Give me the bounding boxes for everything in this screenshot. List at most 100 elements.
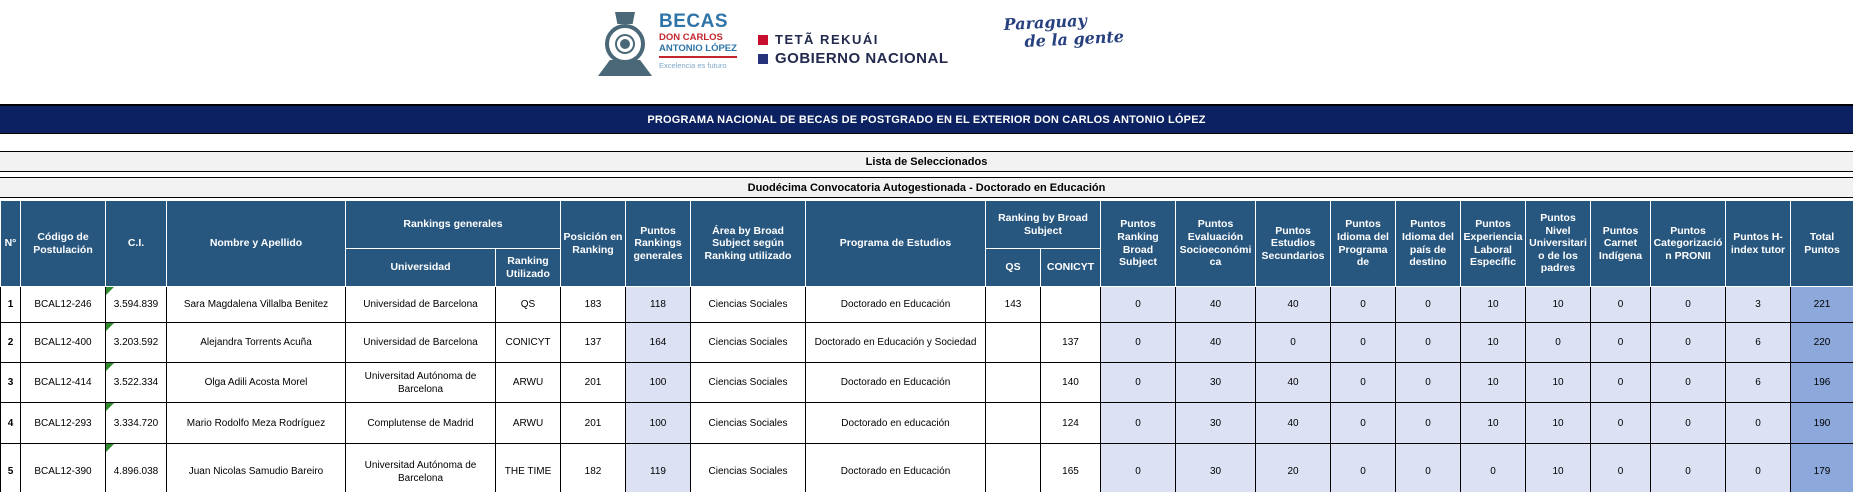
codigo-cell: BCAL12-293 <box>20 402 106 444</box>
puntos-cell: 0 <box>1330 443 1396 492</box>
col-header-programa: Programa de Estudios <box>805 200 986 287</box>
col-header-puntos-socio: Puntos Evaluación Socioeconómica <box>1175 200 1256 287</box>
total-puntos-cell: 179 <box>1790 443 1853 492</box>
train-chimney-shape <box>615 12 635 24</box>
table-row: 4 BCAL12-293 3.334.720 Mario Rodolfo Meza R… <box>0 402 1853 444</box>
total-puntos-cell: 190 <box>1790 402 1853 444</box>
row-number-cell: 3 <box>0 362 21 403</box>
train-icon <box>598 12 652 78</box>
area-cell: Ciencias Sociales <box>690 286 806 323</box>
puntos-cell: 0 <box>1330 286 1396 323</box>
puntos-cell: 0 <box>1330 322 1396 363</box>
puntos-rankings-cell: 164 <box>625 322 691 363</box>
ci-cell: 4.896.038 <box>105 443 167 492</box>
nombre-cell: Olga Adili Acosta Morel <box>166 362 346 403</box>
col-header-posicion: Posición en Ranking <box>560 200 626 287</box>
puntos-cell: 0 <box>1525 322 1591 363</box>
conicyt-cell: 140 <box>1040 362 1101 403</box>
becas-logo-title: BECAS <box>659 11 729 32</box>
ranking-utilizado-cell: QS <box>495 286 561 323</box>
table-body: 1 BCAL12-246 3.594.839 Sara Magdalena Villa… <box>0 286 1853 492</box>
col-header-puntos-broad: Puntos Ranking Broad Subject <box>1100 200 1176 287</box>
row-number-cell: 1 <box>0 286 21 323</box>
paraguay-logo-line2: de la gente <box>1024 27 1125 52</box>
becas-logo-line2: DON CARLOS <box>659 32 723 43</box>
col-header-total: Total Puntos <box>1790 200 1853 287</box>
col-header-puntos-hindex: Puntos H-index tutor <box>1725 200 1791 287</box>
col-header-universidad: Universidad <box>345 248 496 287</box>
puntos-cell: 0 <box>1590 402 1651 444</box>
puntos-cell: 40 <box>1175 286 1256 323</box>
programa-cell: Doctorado en educación <box>805 402 986 444</box>
conicyt-cell: 165 <box>1040 443 1101 492</box>
qs-cell <box>985 402 1041 444</box>
col-header-nombre: Nombre y Apellido <box>166 200 346 287</box>
ranking-utilizado-cell: CONICYT <box>495 322 561 363</box>
ranking-utilizado-cell: ARWU <box>495 402 561 444</box>
programa-cell: Doctorado en Educación <box>805 443 986 492</box>
posicion-cell: 137 <box>560 322 626 363</box>
total-puntos-cell: 221 <box>1790 286 1853 323</box>
total-puntos-cell: 220 <box>1790 322 1853 363</box>
nombre-cell: Alejandra Torrents Acuña <box>166 322 346 363</box>
puntos-cell: 10 <box>1525 286 1591 323</box>
codigo-cell: BCAL12-390 <box>20 443 106 492</box>
row-number-cell: 5 <box>0 443 21 492</box>
train-wheel-shape <box>605 24 645 64</box>
puntos-cell: 0 <box>1100 362 1176 403</box>
col-header-rankings-generales: Rankings generales <box>345 200 561 249</box>
convocatoria-band: Duodécima Convocatoria Autogestionada - … <box>0 177 1853 198</box>
col-header-puntos-rankings: Puntos Rankings generales <box>625 200 691 287</box>
puntos-cell: 0 <box>1255 322 1331 363</box>
puntos-cell: 40 <box>1255 402 1331 444</box>
table-row: 1 BCAL12-246 3.594.839 Sara Magdalena Villa… <box>0 286 1853 323</box>
puntos-cell: 0 <box>1460 443 1526 492</box>
col-header-puntos-pronii: Puntos Categorización PRONII <box>1650 200 1726 287</box>
puntos-cell: 0 <box>1650 443 1726 492</box>
train-base-shape <box>598 60 652 76</box>
posicion-cell: 201 <box>560 362 626 403</box>
puntos-rankings-cell: 100 <box>625 362 691 403</box>
programa-cell: Doctorado en Educación y Sociedad <box>805 322 986 363</box>
codigo-cell: BCAL12-246 <box>20 286 106 323</box>
col-header-ranking-broad: Ranking by Broad Subject <box>985 200 1101 249</box>
programa-cell: Doctorado en Educación <box>805 286 986 323</box>
row-number-cell: 2 <box>0 322 21 363</box>
puntos-cell: 0 <box>1590 286 1651 323</box>
becas-logo: BECAS DON CARLOS ANTONIO LÓPEZ Excelenci… <box>598 12 737 78</box>
row-number-cell: 4 <box>0 402 21 444</box>
puntos-cell: 40 <box>1255 286 1331 323</box>
puntos-cell: 10 <box>1525 443 1591 492</box>
puntos-cell: 20 <box>1255 443 1331 492</box>
universidad-cell: Universidad de Barcelona <box>345 286 496 323</box>
ci-cell: 3.334.720 <box>105 402 167 444</box>
nombre-cell: Juan Nicolas Samudio Bareiro <box>166 443 346 492</box>
puntos-cell: 30 <box>1175 362 1256 403</box>
puntos-cell: 10 <box>1460 286 1526 323</box>
area-cell: Ciencias Sociales <box>690 443 806 492</box>
puntos-cell: 0 <box>1100 286 1176 323</box>
col-header-codigo: Código de Postulación <box>20 200 106 287</box>
qs-cell <box>985 322 1041 363</box>
puntos-cell: 0 <box>1395 402 1461 444</box>
becas-logo-line3: ANTONIO LÓPEZ <box>659 43 737 58</box>
puntos-rankings-cell: 118 <box>625 286 691 323</box>
gobierno-nacional-logo: TETÃ REKUÁI GOBIERNO NACIONAL <box>758 32 949 70</box>
puntos-cell: 0 <box>1725 443 1791 492</box>
universidad-cell: Universidad de Barcelona <box>345 322 496 363</box>
puntos-cell: 0 <box>1725 402 1791 444</box>
puntos-cell: 6 <box>1725 362 1791 403</box>
logo-strip: BECAS DON CARLOS ANTONIO LÓPEZ Excelenci… <box>0 0 1853 100</box>
table-row: 2 BCAL12-400 3.203.592 Alejandra Torrents A… <box>0 322 1853 363</box>
lista-seleccionados-band: Lista de Seleccionados <box>0 151 1853 172</box>
universidad-cell: Universitad Autónoma de Barcelona <box>345 362 496 403</box>
ci-cell: 3.522.334 <box>105 362 167 403</box>
puntos-cell: 30 <box>1175 443 1256 492</box>
ci-cell: 3.203.592 <box>105 322 167 363</box>
col-header-puntos-nivel: Puntos Nivel Universitario de los padres <box>1525 200 1591 287</box>
puntos-cell: 40 <box>1175 322 1256 363</box>
col-header-n: N° <box>0 200 21 287</box>
puntos-cell: 0 <box>1650 322 1726 363</box>
col-header-puntos-secundarios: Puntos Estudios Secundarios <box>1255 200 1331 287</box>
